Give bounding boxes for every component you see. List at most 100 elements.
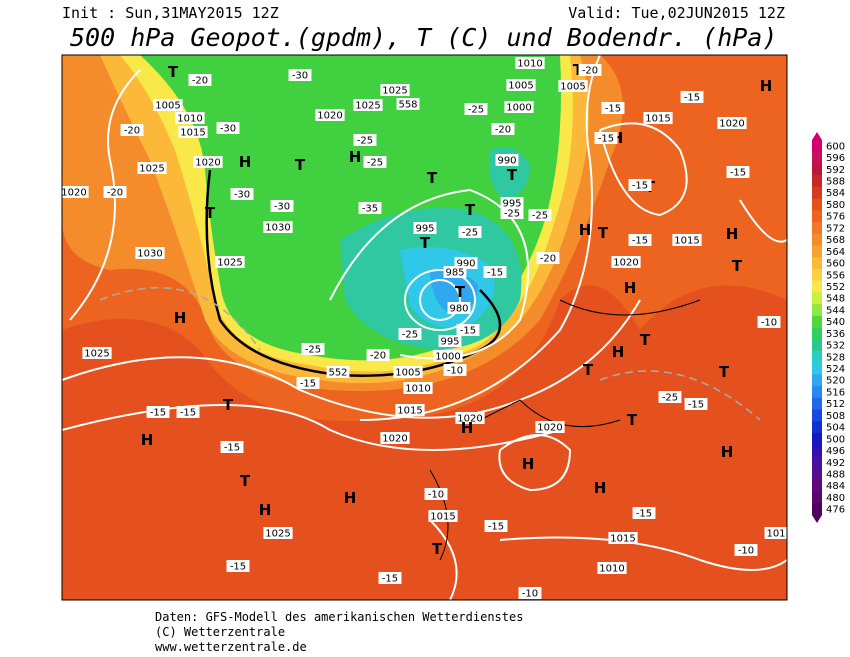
legend-swatch xyxy=(812,257,822,270)
label-box xyxy=(380,432,410,444)
contour-label: 1000 xyxy=(506,103,531,114)
label-box xyxy=(398,328,422,340)
legend-swatch xyxy=(812,397,822,411)
legend-label: 548 xyxy=(826,294,845,305)
legend-swatch xyxy=(812,245,822,258)
label-box xyxy=(403,382,433,394)
legend-label: 476 xyxy=(826,505,845,516)
label-box xyxy=(611,256,641,268)
label-box xyxy=(62,186,89,198)
contour-label: 1020 xyxy=(382,434,407,445)
pressure-center: H xyxy=(239,153,252,171)
contour-label: -20 xyxy=(124,126,140,137)
label-box xyxy=(643,112,673,124)
contour-label: -15 xyxy=(487,268,503,279)
legend-label: 568 xyxy=(826,235,845,246)
legend-swatch xyxy=(812,350,822,364)
label-box xyxy=(363,156,387,168)
legend-label: 496 xyxy=(826,446,845,457)
legend-label: 512 xyxy=(826,399,845,410)
contour-label: 1015 xyxy=(674,236,699,247)
contour-label: -25 xyxy=(468,105,484,116)
label-box xyxy=(443,364,467,376)
label-box xyxy=(628,234,652,246)
contour-label: -15 xyxy=(636,509,652,520)
color-legend: 6005965925885845805765725685645605565525… xyxy=(812,132,845,523)
legend-swatch xyxy=(812,175,822,188)
label-box xyxy=(226,560,250,572)
label-box xyxy=(608,532,638,544)
contour-label: -10 xyxy=(447,366,463,377)
legend-swatch xyxy=(812,163,822,176)
contour-label: 1005 xyxy=(508,81,533,92)
pressure-center: H xyxy=(344,489,357,507)
pressure-center: H xyxy=(141,431,154,449)
label-box xyxy=(433,350,463,362)
contour-label: 1005 xyxy=(395,368,420,379)
contour-label: -15 xyxy=(598,134,614,145)
label-box xyxy=(458,226,482,238)
contour-label: -30 xyxy=(292,71,308,82)
label-box xyxy=(380,84,410,96)
label-box xyxy=(82,347,112,359)
contour-label: -15 xyxy=(730,168,746,179)
valid-time: Valid: Tue,02JUN2015 12Z xyxy=(568,4,785,22)
contour-label: -15 xyxy=(150,408,166,419)
contour-label: -25 xyxy=(305,345,321,356)
label-box xyxy=(137,162,167,174)
pressure-center: T xyxy=(427,169,438,187)
contour-label: 1020 xyxy=(61,188,86,199)
pressure-center: H xyxy=(760,77,773,95)
label-box xyxy=(764,527,787,539)
contour-label: -20 xyxy=(582,66,598,77)
label-box xyxy=(326,366,350,378)
legend-swatch xyxy=(812,327,822,340)
label-box xyxy=(315,109,345,121)
contour-label: -10 xyxy=(738,546,754,557)
label-box xyxy=(193,156,223,168)
legend-swatch xyxy=(812,186,822,200)
contour-label: 1015 xyxy=(610,534,635,545)
footer-url: www.wetterzentrale.de xyxy=(155,640,307,654)
legend-swatch xyxy=(812,339,822,352)
label-box xyxy=(717,117,747,129)
contour-label: 1015 xyxy=(180,128,205,139)
contour-label: -10 xyxy=(761,318,777,329)
contour-label: 1030 xyxy=(265,223,290,234)
pressure-center: T xyxy=(168,63,179,81)
legend-label: 584 xyxy=(826,188,845,199)
legend-swatch xyxy=(812,151,822,164)
pressure-center: T xyxy=(295,156,306,174)
contour-label: 1020 xyxy=(317,111,342,122)
contour-label: -30 xyxy=(274,202,290,213)
legend-arrow-top xyxy=(812,132,822,140)
legend-swatch xyxy=(812,292,822,305)
label-box xyxy=(443,266,467,278)
label-box xyxy=(601,102,625,114)
legend-swatch xyxy=(812,280,822,293)
label-box xyxy=(684,398,708,410)
contour-label: 1020 xyxy=(537,423,562,434)
pressure-center: H xyxy=(721,443,734,461)
contour-label: 1005 xyxy=(560,82,585,93)
pressure-center: T xyxy=(507,166,518,184)
contour-label: -15 xyxy=(684,93,700,104)
pressure-center: T xyxy=(598,224,609,242)
label-box xyxy=(447,302,471,314)
label-box xyxy=(726,166,750,178)
contour-label: -10 xyxy=(428,490,444,501)
label-box xyxy=(658,391,682,403)
contour-label: -30 xyxy=(220,124,236,135)
label-box xyxy=(632,507,656,519)
label-box xyxy=(378,572,402,584)
legend-swatch xyxy=(812,268,822,282)
label-box xyxy=(153,99,183,111)
label-box xyxy=(176,406,200,418)
legend-label: 492 xyxy=(826,458,845,469)
contour-label: -15 xyxy=(632,236,648,247)
legend-label: 532 xyxy=(826,341,845,352)
label-box xyxy=(680,91,704,103)
contour-label: -20 xyxy=(107,188,123,199)
contour-label: -10 xyxy=(522,589,538,600)
label-box xyxy=(263,527,293,539)
